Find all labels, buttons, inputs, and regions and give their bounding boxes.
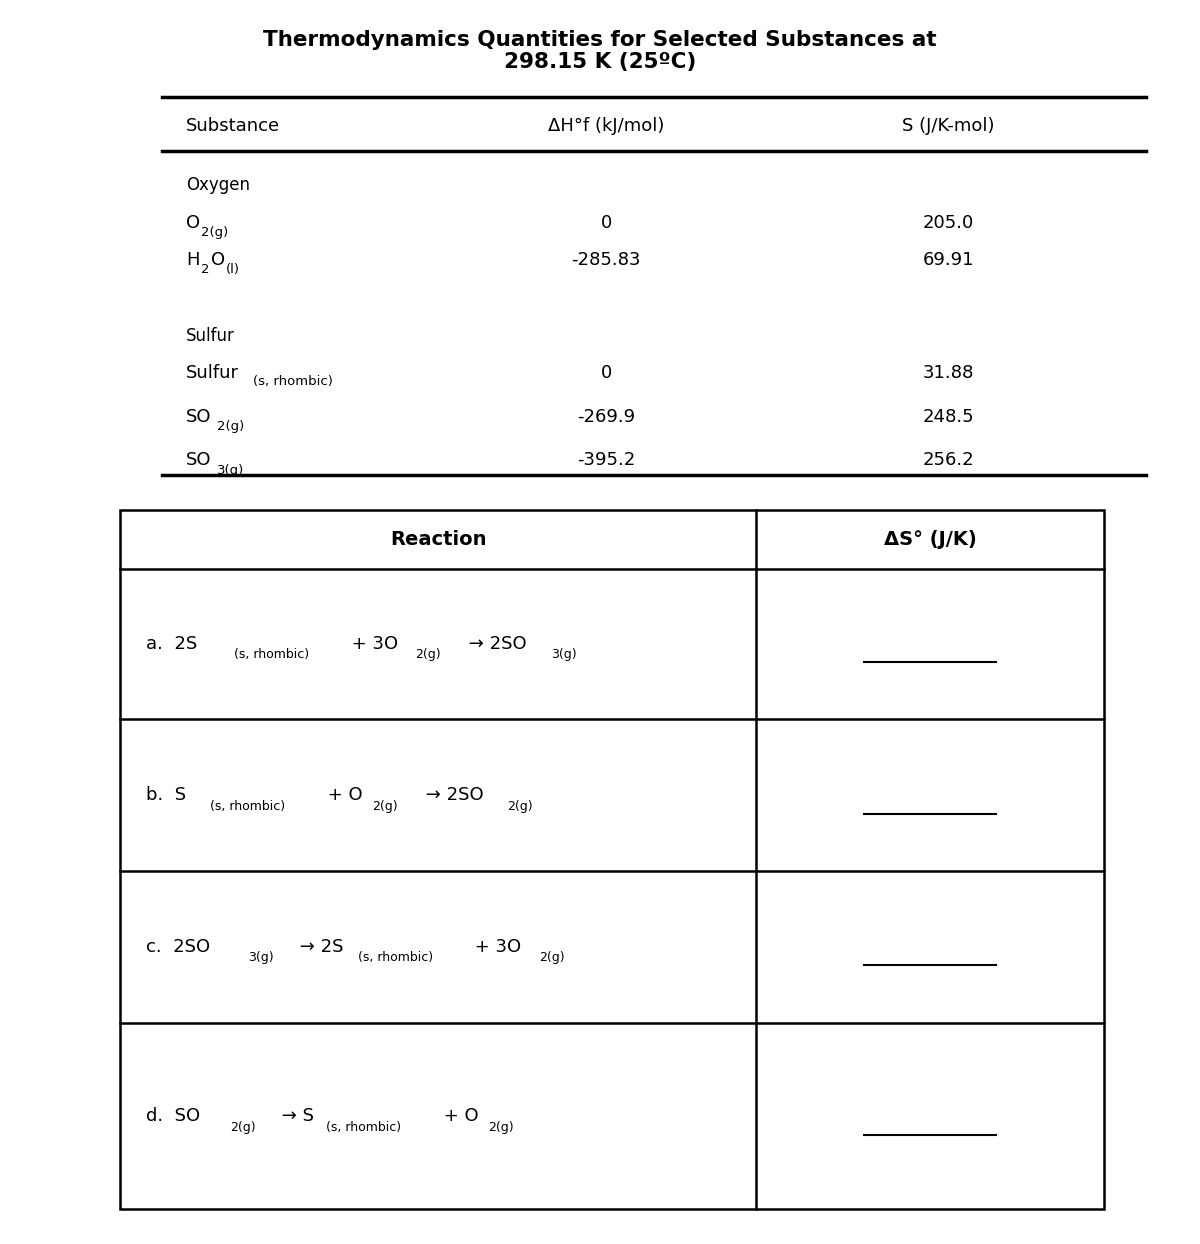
Text: 69.91: 69.91 xyxy=(923,251,973,269)
Text: 3(g): 3(g) xyxy=(217,464,245,476)
Text: 2(g): 2(g) xyxy=(488,1121,514,1133)
Text: 2(g): 2(g) xyxy=(217,420,245,433)
Text: -269.9: -269.9 xyxy=(577,408,635,425)
Text: 256.2: 256.2 xyxy=(922,452,974,469)
Text: (l): (l) xyxy=(226,264,240,276)
Text: c.  2SO: c. 2SO xyxy=(146,938,210,955)
Text: + O: + O xyxy=(438,1107,479,1125)
Text: → S: → S xyxy=(276,1107,314,1125)
Text: 3(g): 3(g) xyxy=(248,952,274,964)
Text: (s, rhombic): (s, rhombic) xyxy=(234,648,310,662)
Text: d.  SO: d. SO xyxy=(146,1107,200,1125)
Text: 2(g): 2(g) xyxy=(230,1121,256,1133)
Text: H: H xyxy=(186,251,199,269)
Text: S (J/K-mol): S (J/K-mol) xyxy=(901,117,995,134)
Text: 2(g): 2(g) xyxy=(508,800,533,812)
Text: ΔS° (J/K): ΔS° (J/K) xyxy=(883,530,977,549)
Text: a.  2S: a. 2S xyxy=(146,634,198,653)
Text: 2: 2 xyxy=(202,264,210,276)
Text: (s, rhombic): (s, rhombic) xyxy=(326,1121,402,1133)
Text: Sulfur: Sulfur xyxy=(186,364,239,382)
Text: 205.0: 205.0 xyxy=(923,214,973,231)
Text: 2(g): 2(g) xyxy=(539,952,564,964)
Text: ΔH°f (kJ/mol): ΔH°f (kJ/mol) xyxy=(548,117,664,134)
Text: → 2SO: → 2SO xyxy=(463,634,527,653)
Text: (s, rhombic): (s, rhombic) xyxy=(210,800,286,812)
Text: Oxygen: Oxygen xyxy=(186,177,250,194)
Text: 2(g): 2(g) xyxy=(415,648,440,662)
Text: 3(g): 3(g) xyxy=(551,648,576,662)
Text: -395.2: -395.2 xyxy=(577,452,635,469)
Text: -285.83: -285.83 xyxy=(571,251,641,269)
Text: 0: 0 xyxy=(600,364,612,382)
Bar xyxy=(120,510,1104,1209)
Text: Thermodynamics Quantities for Selected Substances at: Thermodynamics Quantities for Selected S… xyxy=(263,30,937,50)
Text: O: O xyxy=(186,214,200,231)
Text: SO: SO xyxy=(186,452,211,469)
Text: 298.15 K (25ºC): 298.15 K (25ºC) xyxy=(504,52,696,72)
Text: b.  S: b. S xyxy=(146,786,186,804)
Text: (s, rhombic): (s, rhombic) xyxy=(253,376,334,388)
Text: SO: SO xyxy=(186,408,211,425)
Text: O: O xyxy=(211,251,226,269)
Text: + O: + O xyxy=(322,786,362,804)
Text: 248.5: 248.5 xyxy=(922,408,974,425)
Text: 0: 0 xyxy=(600,214,612,231)
Text: → 2SO: → 2SO xyxy=(420,786,484,804)
Text: (s, rhombic): (s, rhombic) xyxy=(358,952,433,964)
Text: Substance: Substance xyxy=(186,117,280,134)
Text: 2(g): 2(g) xyxy=(202,226,228,239)
Text: 2(g): 2(g) xyxy=(372,800,397,812)
Text: → 2S: → 2S xyxy=(294,938,343,955)
Text: Sulfur: Sulfur xyxy=(186,327,235,345)
Text: Reaction: Reaction xyxy=(390,530,486,549)
Text: + 3O: + 3O xyxy=(346,634,397,653)
Text: + 3O: + 3O xyxy=(469,938,521,955)
Text: 31.88: 31.88 xyxy=(923,364,973,382)
